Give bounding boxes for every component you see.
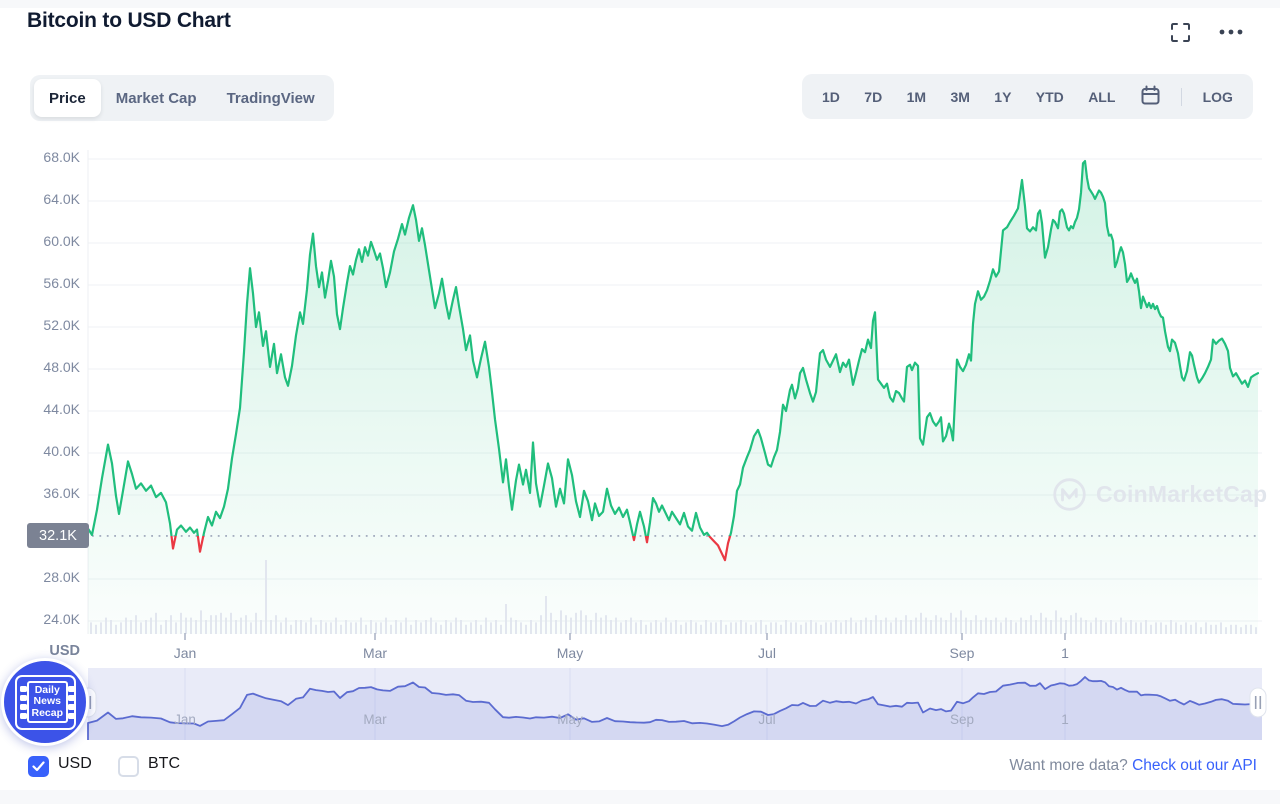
- film-sprockets-left: [19, 685, 27, 719]
- navigator-gridlines: [184, 668, 1066, 740]
- api-promo: Want more data? Check out our API: [1009, 757, 1257, 775]
- range-1d-button[interactable]: 1D: [822, 88, 840, 105]
- range-ytd-button[interactable]: YTD: [1035, 88, 1064, 105]
- chart-footer: USD BTC Want more data? Check out our AP…: [0, 753, 1280, 783]
- x-axis-ticks: [184, 633, 1066, 640]
- check-icon: [32, 761, 45, 772]
- api-prompt-text: Want more data?: [1009, 757, 1128, 774]
- range-7d-button[interactable]: 7D: [864, 88, 883, 105]
- price-area-fill: [88, 161, 1258, 634]
- page-top-strip: [0, 0, 1280, 8]
- usd-checkbox[interactable]: [28, 756, 49, 777]
- more-options-button[interactable]: [1218, 20, 1244, 44]
- navigator-line: [87, 676, 1262, 740]
- navigator-area-fill: [88, 677, 1262, 740]
- film-sprockets-right: [68, 685, 76, 719]
- film-label-box: Daily News Recap: [26, 680, 69, 724]
- tab-tradingview[interactable]: TradingView: [226, 89, 315, 107]
- volume-bars: [90, 560, 1257, 634]
- toolbar-divider: [1181, 87, 1183, 106]
- calendar-icon: [1141, 85, 1160, 104]
- ellipsis-icon: [1219, 29, 1243, 35]
- badge-line-1: Daily: [34, 683, 60, 696]
- log-scale-toggle[interactable]: LOG: [1202, 88, 1233, 105]
- fullscreen-icon: [1170, 22, 1190, 42]
- usd-checkbox-label[interactable]: USD: [58, 755, 92, 772]
- badge-line-2: News: [33, 695, 61, 708]
- price-chart[interactable]: 68.0K 64.0K 60.0K 56.0K 52.0K 48.0K 44.0K 40.0K…: [0, 140, 1280, 752]
- page-title: Bitcoin to USD Chart: [27, 9, 231, 32]
- navigator-right-handle[interactable]: [1249, 687, 1267, 718]
- film-strip-icon: Daily News Recap: [14, 674, 76, 730]
- range-3m-button[interactable]: 3M: [950, 88, 970, 105]
- tab-market-cap[interactable]: Market Cap: [115, 89, 197, 107]
- calendar-button[interactable]: [1136, 85, 1165, 109]
- tab-price[interactable]: Price: [34, 79, 101, 117]
- page-bottom-strip: [0, 790, 1280, 804]
- price-line-up: [86, 160, 1260, 536]
- api-link[interactable]: Check out our API: [1132, 757, 1257, 774]
- daily-news-recap-badge[interactable]: Daily News Recap: [1, 658, 89, 746]
- badge-line-3: Recap: [31, 706, 64, 719]
- range-1y-button[interactable]: 1Y: [994, 88, 1012, 105]
- fullscreen-button[interactable]: [1167, 20, 1193, 44]
- btc-checkbox-label[interactable]: BTC: [148, 755, 180, 772]
- range-all-button[interactable]: ALL: [1088, 88, 1116, 105]
- btc-checkbox[interactable]: [118, 756, 139, 777]
- chart-type-tabs: Price Market Cap TradingView: [30, 75, 334, 121]
- chart-canvas[interactable]: [0, 140, 1280, 752]
- time-range-toolbar: 1D 7D 1M 3M 1Y YTD ALL LOG: [802, 74, 1253, 119]
- navigator-background: [88, 668, 1262, 740]
- range-1m-button[interactable]: 1M: [906, 88, 927, 105]
